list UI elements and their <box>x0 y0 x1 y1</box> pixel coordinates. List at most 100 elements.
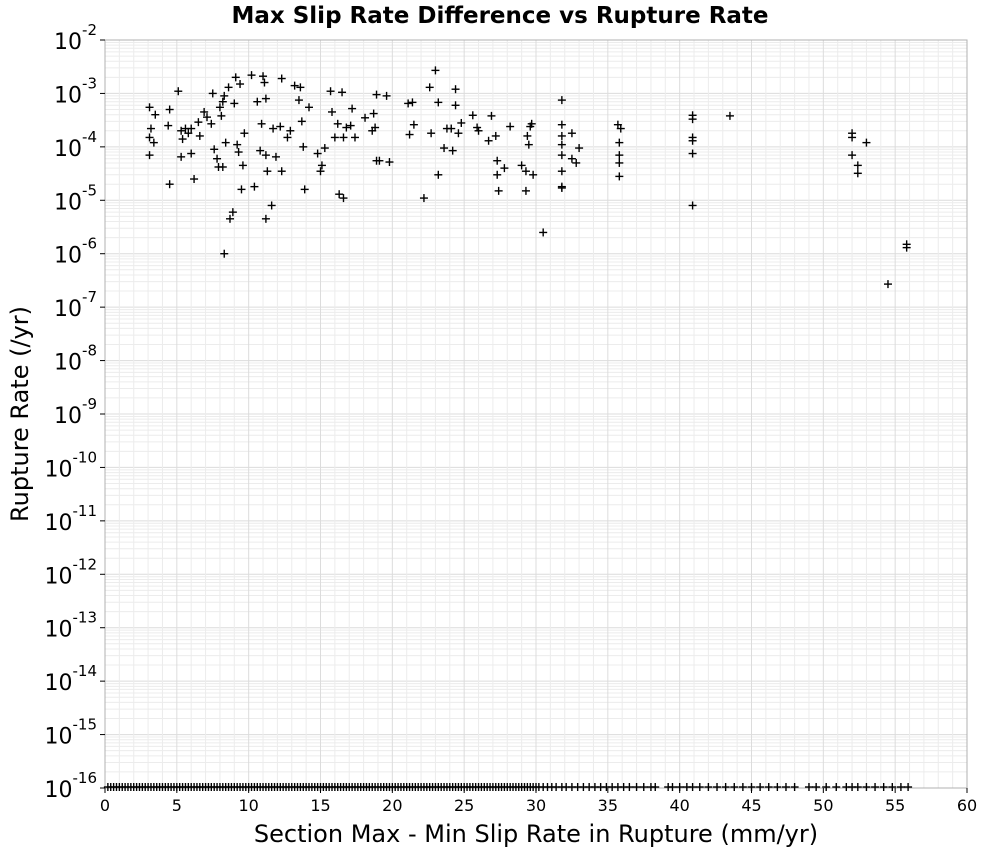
data-point <box>253 97 262 106</box>
data-point-floor <box>804 783 813 791</box>
x-tick-label: 25 <box>454 796 474 815</box>
data-point <box>500 164 509 173</box>
x-tick-label: 10 <box>238 796 258 815</box>
data-point-floor <box>721 783 730 791</box>
data-point <box>187 149 196 158</box>
x-tick-label: 55 <box>885 796 905 815</box>
y-tick-label: 10-12 <box>45 555 98 589</box>
y-axis-label: Rupture Rate (/yr) <box>6 306 34 522</box>
data-point <box>494 186 503 195</box>
data-point <box>165 180 174 189</box>
data-point-floor <box>904 783 913 791</box>
data-point <box>539 228 548 237</box>
data-point <box>342 123 351 132</box>
data-point <box>200 107 209 116</box>
data-point <box>385 158 394 167</box>
data-point-floor <box>871 783 880 791</box>
data-point <box>236 80 245 89</box>
data-point <box>454 129 463 138</box>
data-point <box>557 131 566 140</box>
data-point-floor <box>625 783 634 791</box>
data-point <box>434 170 443 179</box>
data-point <box>277 74 286 83</box>
data-point-floor <box>812 783 821 791</box>
data-point <box>521 167 530 176</box>
data-point <box>853 169 862 178</box>
data-point <box>615 172 624 181</box>
data-point <box>256 146 265 155</box>
data-point <box>267 201 276 210</box>
data-point <box>271 152 280 161</box>
data-point-floor <box>888 783 897 791</box>
data-point <box>523 131 532 140</box>
data-point-floor <box>781 783 790 791</box>
data-point <box>208 89 217 98</box>
data-point <box>408 98 417 107</box>
data-point <box>419 194 428 203</box>
data-point <box>529 170 538 179</box>
data-point <box>557 96 566 105</box>
data-point <box>297 117 306 126</box>
data-point <box>451 101 460 110</box>
data-point <box>207 119 216 128</box>
data-point <box>615 151 624 160</box>
data-point <box>404 99 413 108</box>
data-point-floor <box>896 783 905 791</box>
data-point <box>260 78 269 87</box>
data-points <box>103 66 913 791</box>
data-point <box>296 83 305 92</box>
data-point <box>517 161 526 170</box>
data-point <box>177 126 186 135</box>
data-point <box>409 120 418 129</box>
data-point <box>431 66 440 75</box>
data-point <box>190 175 199 184</box>
data-point <box>145 133 154 142</box>
data-point <box>221 138 230 147</box>
data-point <box>524 140 533 149</box>
data-point <box>305 103 314 112</box>
data-point <box>557 120 566 129</box>
data-point-floor <box>695 783 704 791</box>
data-point <box>320 144 329 153</box>
y-tick-label: 10-5 <box>54 181 97 215</box>
data-point <box>725 111 734 120</box>
data-point <box>468 111 477 120</box>
data-point-floor <box>853 783 862 791</box>
data-point-floor <box>632 783 641 791</box>
data-point-floor <box>639 783 648 791</box>
data-point <box>220 91 229 100</box>
data-point-floor <box>764 783 773 791</box>
data-point <box>283 133 292 142</box>
data-point <box>491 131 500 140</box>
data-point-floor <box>730 783 739 791</box>
data-point <box>572 158 581 167</box>
data-point <box>215 103 224 112</box>
data-point <box>375 156 384 165</box>
data-point <box>300 185 309 194</box>
data-point-floor <box>822 783 831 791</box>
y-tick-label: 10-16 <box>45 769 98 803</box>
data-point <box>299 142 308 151</box>
data-point-floor <box>713 783 722 791</box>
data-point <box>261 151 270 160</box>
data-point-floor <box>790 783 799 791</box>
x-tick-label: 35 <box>598 796 618 815</box>
data-point <box>145 151 154 160</box>
data-point <box>493 170 502 179</box>
data-point <box>346 121 355 130</box>
data-point <box>290 81 299 90</box>
data-point-floor <box>756 783 765 791</box>
data-point <box>382 91 391 100</box>
data-point <box>883 280 892 289</box>
data-point <box>269 124 278 133</box>
data-point <box>238 161 247 170</box>
data-point <box>294 96 303 105</box>
data-point <box>348 104 357 113</box>
grid <box>104 39 968 789</box>
data-point <box>218 162 227 171</box>
data-point <box>203 113 212 122</box>
x-tick-label: 40 <box>669 796 689 815</box>
data-point <box>361 113 370 122</box>
data-point <box>327 107 336 116</box>
data-point <box>330 133 339 142</box>
